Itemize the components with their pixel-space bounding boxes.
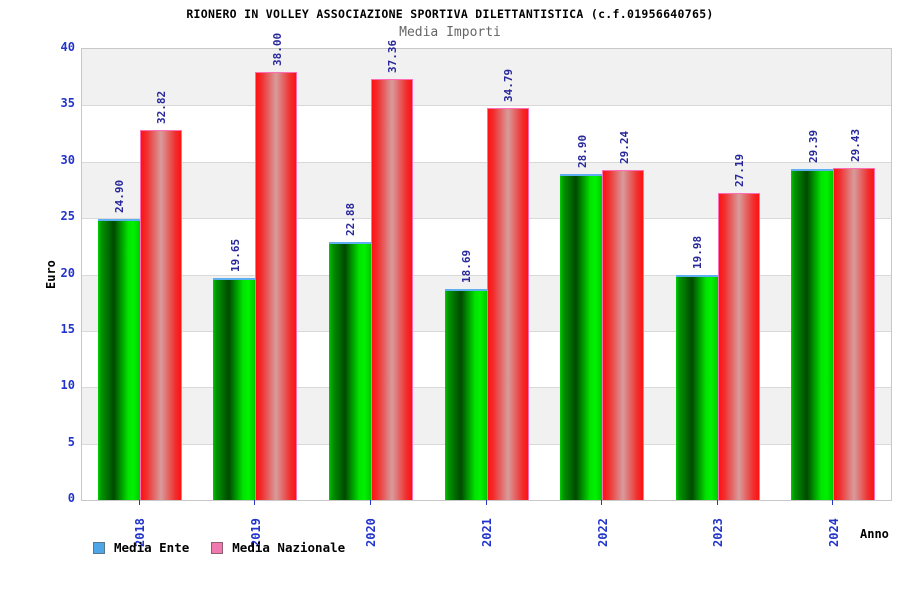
value-label-media-nazionale-2020: 37.36 xyxy=(386,39,400,73)
bar-media-nazionale-2021 xyxy=(486,107,529,500)
y-tick-label: 40 xyxy=(60,40,75,54)
y-tick-label: 15 xyxy=(60,321,75,336)
x-tick-mark xyxy=(601,500,603,505)
value-label-media-ente-2023: 19.98 xyxy=(691,235,705,269)
bar-media-nazionale-2020 xyxy=(370,78,413,500)
bar-media-ente-2019 xyxy=(213,278,256,500)
x-tick-mark xyxy=(832,500,834,505)
x-tick-label: 2023 xyxy=(711,518,726,547)
value-label-media-nazionale-2022: 29.24 xyxy=(617,131,631,165)
x-tick-label: 2024 xyxy=(826,518,841,547)
y-tick-label: 25 xyxy=(60,209,75,224)
plot-band xyxy=(82,49,891,106)
value-label-media-ente-2019: 19.65 xyxy=(228,239,242,273)
legend: Media Ente Media Nazionale xyxy=(93,540,367,555)
bar-media-ente-2021 xyxy=(444,289,487,500)
value-label-media-nazionale-2021: 34.79 xyxy=(502,68,515,102)
value-label-media-ente-2022: 28.90 xyxy=(575,135,589,169)
bar-media-ente-2022 xyxy=(560,174,603,500)
value-label-media-nazionale-2023: 27.19 xyxy=(733,154,747,188)
chart-title: RIONERO IN VOLLEY ASSOCIAZIONE SPORTIVA … xyxy=(186,7,714,21)
value-label-media-ente-2024: 29.39 xyxy=(806,129,820,163)
value-label-media-ente-2018: 24.90 xyxy=(113,180,127,214)
x-tick-mark xyxy=(254,500,256,505)
bar-media-ente-2018 xyxy=(97,219,140,500)
legend-label-media-nazionale: Media Nazionale xyxy=(232,540,346,555)
y-tick-label: 20 xyxy=(60,265,75,280)
y-tick-label: 35 xyxy=(60,96,75,111)
x-tick-label: 2021 xyxy=(480,518,494,547)
value-label-media-ente-2020: 22.88 xyxy=(344,202,358,237)
value-label-media-nazionale-2018: 32.82 xyxy=(155,90,169,124)
bar-media-ente-2024 xyxy=(791,168,834,500)
value-label-media-nazionale-2019: 38.00 xyxy=(270,32,284,66)
bar-media-nazionale-2024 xyxy=(833,168,876,500)
plot-area xyxy=(81,48,892,501)
legend-swatch-media-nazionale xyxy=(211,541,224,554)
x-tick-label: 2022 xyxy=(595,518,610,547)
bar-media-nazionale-2018 xyxy=(139,129,182,500)
x-tick-mark xyxy=(485,500,487,505)
value-label-media-nazionale-2024: 29.43 xyxy=(848,129,862,163)
bar-media-ente-2020 xyxy=(328,242,371,500)
x-tick-mark xyxy=(369,500,371,505)
y-tick-label: 10 xyxy=(60,378,75,393)
y-tick-label: 5 xyxy=(67,434,75,449)
value-label-media-ente-2021: 18.69 xyxy=(460,250,473,284)
bar-media-nazionale-2023 xyxy=(717,193,760,500)
x-tick-mark xyxy=(138,500,140,505)
x-tick-mark xyxy=(716,500,718,505)
legend-label-media-ente: Media Ente xyxy=(114,540,190,555)
x-axis-title: Anno xyxy=(860,527,889,541)
chart-subtitle: Media Importi xyxy=(399,25,501,40)
legend-swatch-media-ente xyxy=(93,541,105,554)
gridline xyxy=(82,105,891,107)
bar-media-nazionale-2019 xyxy=(255,71,298,500)
bar-media-ente-2023 xyxy=(675,274,718,500)
bar-media-nazionale-2022 xyxy=(602,170,645,500)
y-tick-label: 0 xyxy=(67,491,75,505)
y-tick-label: 30 xyxy=(60,152,75,167)
